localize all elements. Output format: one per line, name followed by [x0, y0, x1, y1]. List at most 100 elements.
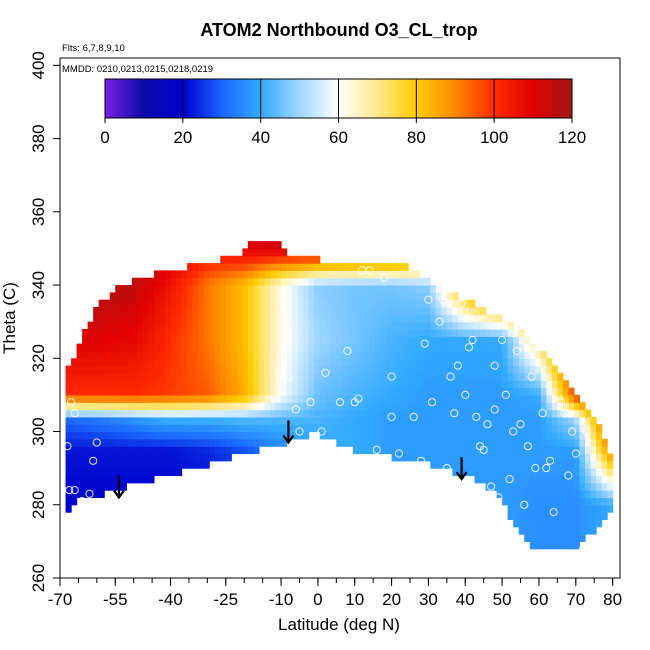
- heatmap-cell: [209, 350, 216, 359]
- heatmap-cell: [264, 424, 271, 433]
- heatmap-cell: [225, 307, 232, 315]
- heatmap-cell: [424, 328, 431, 337]
- heatmap-cell: [220, 402, 227, 411]
- heatmap-cell: [247, 270, 255, 279]
- heatmap-cell: [424, 336, 431, 345]
- heatmap-cell: [270, 416, 277, 425]
- heatmap-cell: [573, 497, 581, 506]
- heatmap-cell: [330, 299, 337, 308]
- heatmap-cell: [507, 321, 514, 330]
- heatmap-cell: [413, 328, 420, 337]
- heatmap-cell: [369, 270, 376, 279]
- heatmap-cell: [198, 387, 205, 396]
- heatmap-cell: [209, 285, 216, 293]
- heatmap-cell: [585, 438, 592, 447]
- heatmap-cell: [430, 321, 437, 330]
- heatmap-cell: [496, 402, 503, 411]
- heatmap-cell: [386, 314, 393, 323]
- heatmap-cell: [131, 321, 138, 330]
- heatmap-cell: [347, 270, 354, 279]
- heatmap-cell: [446, 416, 453, 425]
- heatmap-cell: [242, 424, 249, 433]
- heatmap-cell: [330, 270, 337, 279]
- heatmap-cell: [557, 372, 564, 381]
- heatmap-cell: [590, 497, 597, 506]
- heatmap-cell: [375, 431, 382, 440]
- heatmap-cell: [109, 358, 116, 367]
- heatmap-cell: [87, 358, 94, 367]
- heatmap-cell: [137, 424, 144, 433]
- observation-point: [89, 456, 98, 465]
- heatmap-cell: [546, 468, 553, 477]
- heatmap-cell: [452, 365, 459, 374]
- heatmap-cell: [264, 321, 271, 330]
- heatmap-cell: [281, 358, 288, 367]
- heatmap-cell: [148, 380, 155, 389]
- heatmap-cell: [491, 350, 498, 359]
- heatmap-cell: [120, 336, 127, 345]
- heatmap-cell: [491, 446, 498, 455]
- heatmap-cell: [446, 402, 453, 411]
- heatmap-cell: [463, 365, 470, 374]
- heatmap-cell: [214, 358, 221, 367]
- heatmap-cell: [65, 504, 72, 513]
- heatmap-cell: [463, 424, 470, 433]
- heatmap-cell: [562, 526, 570, 535]
- heatmap-cell: [352, 263, 360, 271]
- heatmap-cell: [165, 321, 172, 330]
- heatmap-cell: [369, 314, 376, 323]
- heatmap-cell: [568, 541, 575, 550]
- heatmap-cell: [562, 475, 570, 484]
- heatmap-cell: [109, 380, 116, 389]
- heatmap-cell: [386, 343, 393, 352]
- heatmap-cell: [220, 453, 227, 462]
- x-tick-label: 70: [566, 590, 585, 609]
- heatmap-cell: [419, 314, 426, 323]
- heatmap-cell: [231, 277, 238, 286]
- heatmap-cell: [142, 394, 150, 403]
- heatmap-cell: [463, 314, 470, 323]
- heatmap-cell: [551, 409, 558, 418]
- heatmap-cell: [264, 394, 271, 403]
- heatmap-cell: [402, 285, 409, 293]
- heatmap-cell: [535, 372, 542, 381]
- heatmap-cell: [391, 402, 398, 411]
- heatmap-cell: [562, 402, 570, 411]
- heatmap-cell: [562, 482, 570, 491]
- heatmap-cell: [314, 285, 321, 293]
- heatmap-cell: [518, 365, 525, 374]
- heatmap-cell: [319, 394, 326, 403]
- heatmap-cell: [93, 328, 100, 337]
- heatmap-cell: [192, 270, 199, 279]
- heatmap-cell: [264, 285, 271, 293]
- heatmap-cell: [363, 402, 371, 411]
- heatmap-cell: [231, 299, 238, 308]
- heatmap-cell: [596, 424, 603, 433]
- heatmap-cell: [397, 328, 404, 337]
- heatmap-cell: [76, 380, 83, 389]
- heatmap-cell: [131, 446, 138, 455]
- heatmap-cell: [148, 314, 155, 323]
- observation-point: [442, 464, 451, 473]
- heatmap-cell: [496, 372, 503, 381]
- observation-point: [439, 295, 448, 304]
- heatmap-cell: [408, 372, 415, 381]
- heatmap-cell: [242, 358, 249, 367]
- heatmap-cell: [502, 497, 509, 506]
- heatmap-cell: [314, 292, 321, 301]
- heatmap-cell: [363, 416, 371, 425]
- heatmap-cell: [480, 387, 487, 396]
- heatmap-cell: [176, 270, 183, 279]
- heatmap-cell: [115, 292, 122, 301]
- heatmap-cell: [480, 328, 487, 337]
- heatmap-cell: [286, 372, 293, 381]
- heatmap-cell: [375, 321, 382, 330]
- heatmap-cell: [347, 263, 354, 271]
- heatmap-cell: [524, 504, 531, 513]
- heatmap-cell: [198, 372, 205, 381]
- heatmap-cell: [286, 328, 293, 337]
- heatmap-cell: [557, 541, 564, 550]
- heatmap-cell: [153, 431, 161, 440]
- heatmap-cell: [170, 292, 177, 301]
- heatmap-cell: [120, 380, 127, 389]
